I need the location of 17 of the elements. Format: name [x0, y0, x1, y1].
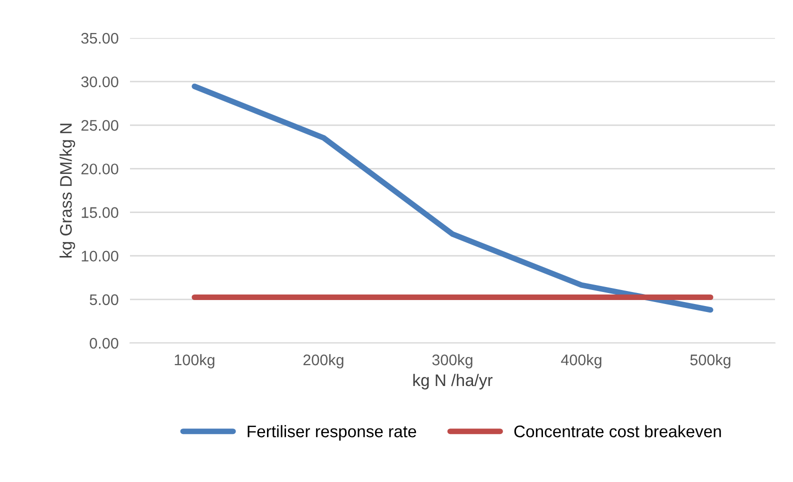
x-tick-label: 300kg — [432, 354, 472, 368]
x-tick-label: 100kg — [174, 354, 214, 368]
y-axis-title: kg Grass DM/kg N — [60, 124, 76, 258]
legend-label: Fertiliser response rate — [248, 425, 416, 441]
y-tick-label: 25.00 — [81, 120, 118, 131]
x-tick-label: 400kg — [561, 354, 602, 368]
y-tick-label: 20.00 — [81, 164, 118, 174]
y-tick-label: 5.00 — [90, 294, 118, 306]
x-tick-label: 200kg — [303, 354, 344, 368]
y-tick-label: 30.00 — [81, 76, 118, 88]
legend-label: Concentrate cost breakeven — [514, 425, 721, 438]
y-tick-label: 10.00 — [82, 250, 118, 262]
y-tick-label: 15.00 — [82, 207, 118, 218]
y-tick-label: 0.00 — [90, 338, 118, 349]
x-axis-title: kg N /ha/yr — [413, 374, 493, 390]
y-tick-label: 35.00 — [81, 32, 118, 44]
x-tick-label: 500kg — [690, 354, 730, 368]
